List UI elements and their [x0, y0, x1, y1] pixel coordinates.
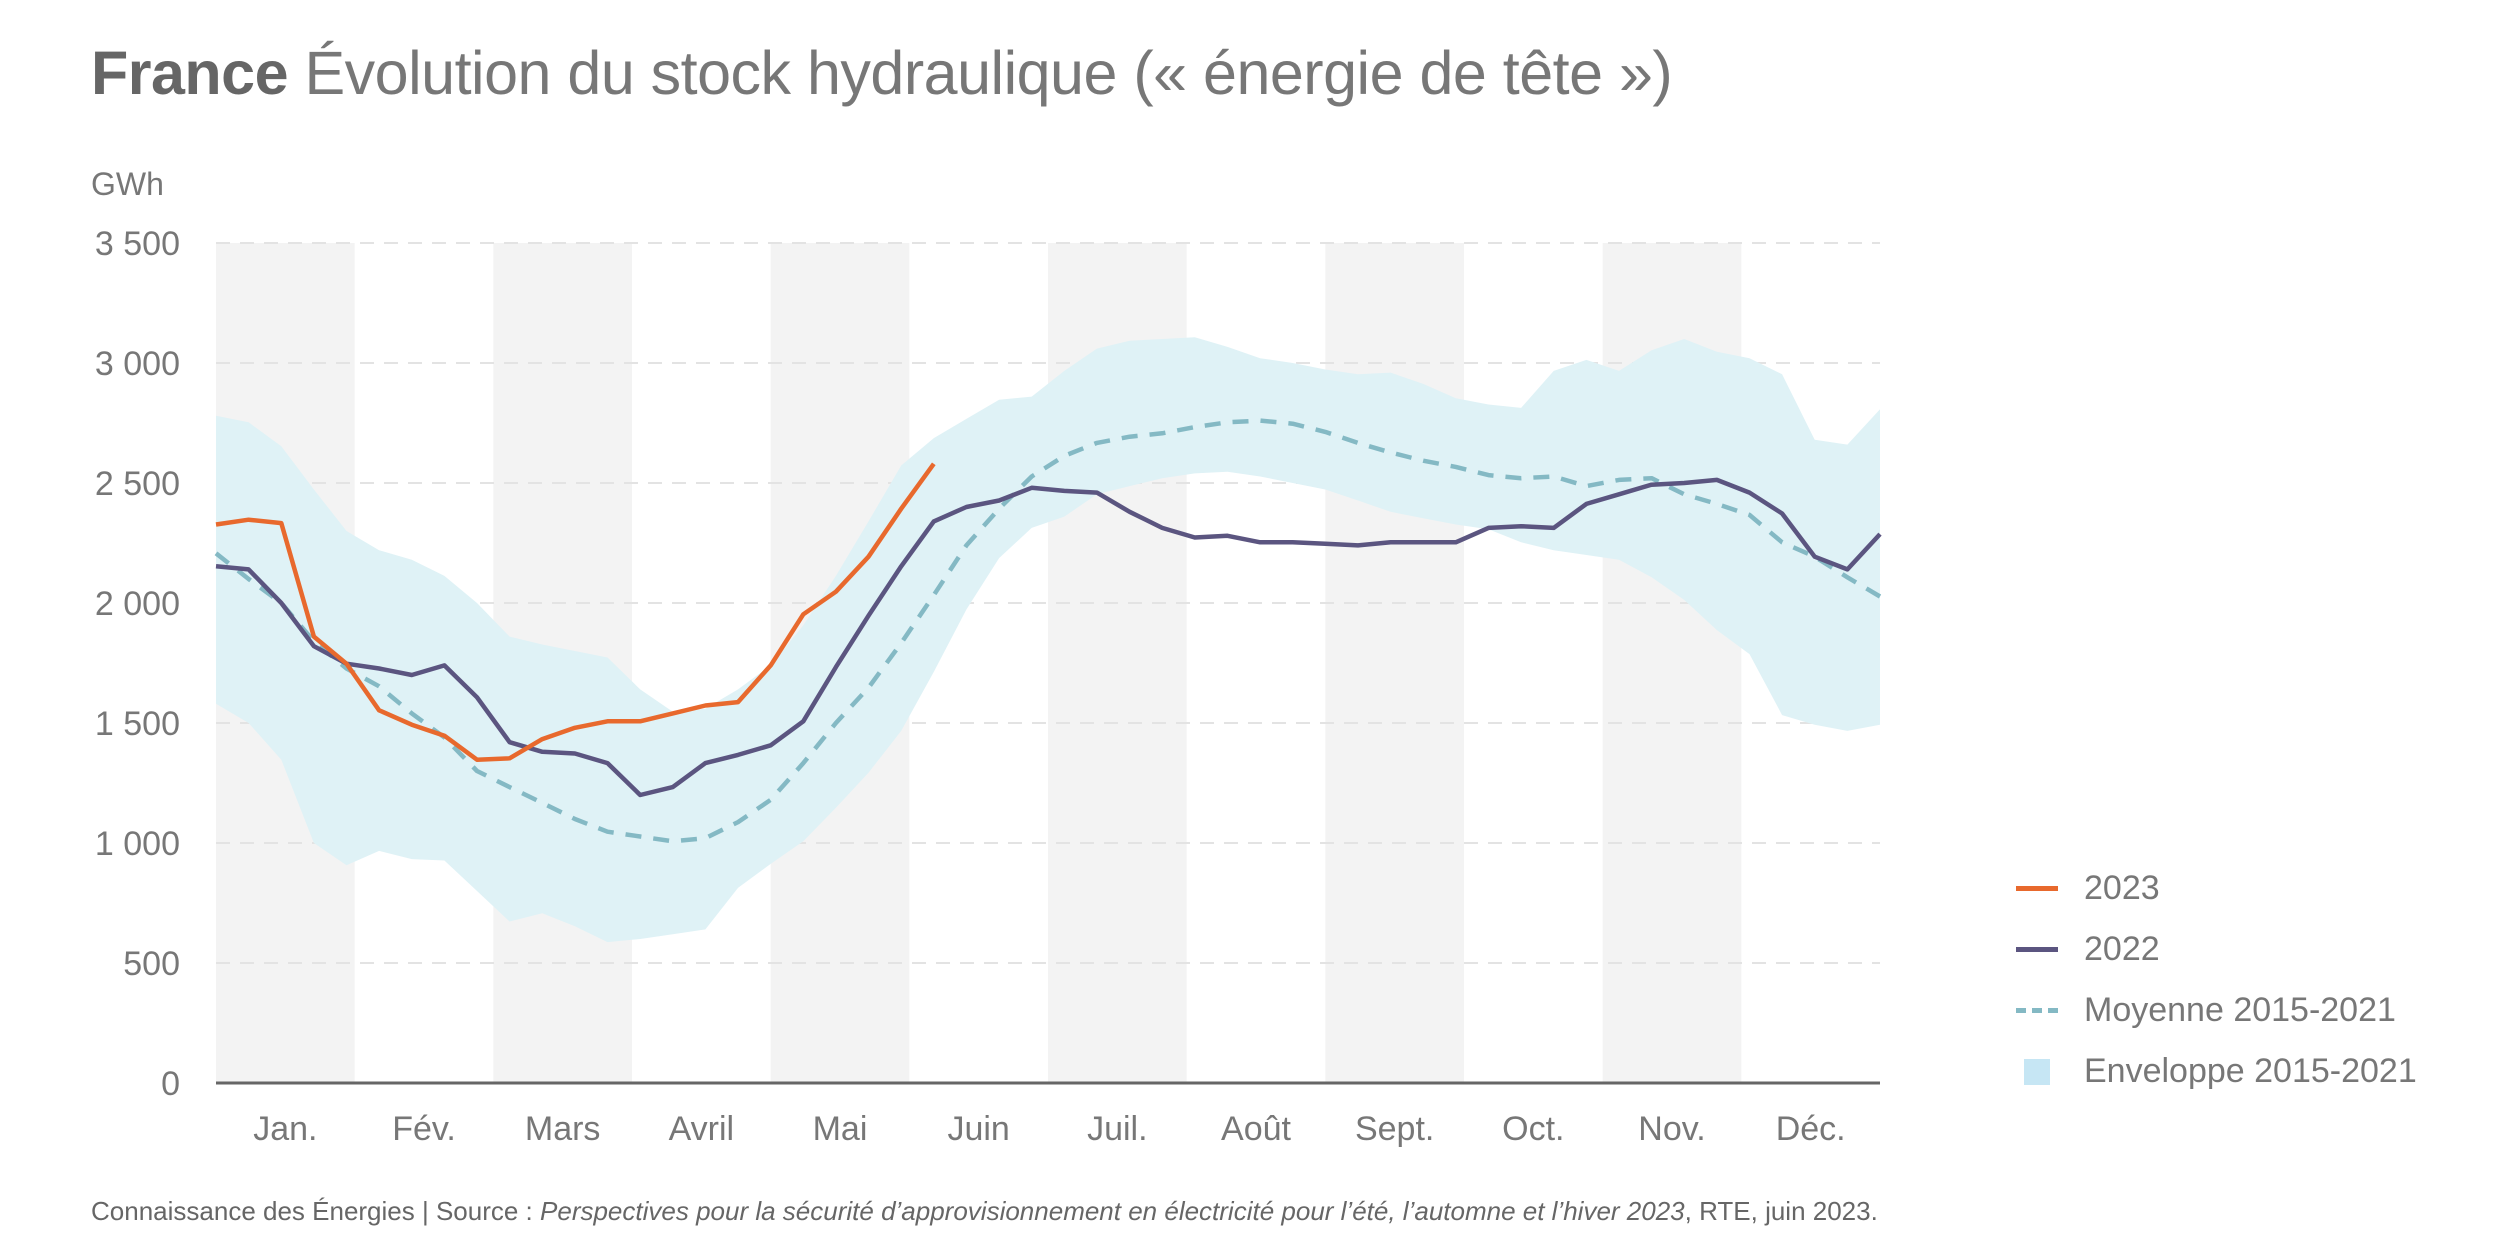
footer-prefix: Connaissance des Énergies | Source :	[91, 1196, 541, 1226]
x-tick-label: Jan.	[253, 1110, 317, 1148]
title-country: France	[91, 39, 289, 107]
legend-marker	[2024, 1058, 2050, 1085]
y-tick-labels: 0 500 1 000 1 500 2 000 2 500 3 000 3 500	[95, 225, 180, 1103]
series-lines	[214, 418, 1882, 844]
y-tick-label: 2 500	[95, 465, 180, 503]
source-footer: Connaissance des Énergies | Source : Per…	[91, 1196, 1878, 1227]
envelope-area	[216, 337, 1880, 943]
legend-swatch	[2016, 1058, 2058, 1085]
footer-report-title: Perspectives pour la sécurité d’approvis…	[540, 1196, 1685, 1226]
x-tick-label: Oct.	[1502, 1110, 1564, 1148]
x-tick-label: Fév.	[392, 1110, 456, 1148]
y-tick-label: 2 000	[95, 585, 180, 623]
series-2022	[215, 477, 1882, 798]
legend-marker	[2016, 1008, 2058, 1013]
series-2023	[215, 462, 936, 762]
legend-label: Enveloppe 2015-2021	[2084, 1052, 2417, 1090]
legend: 2023 2022 Moyenne 2015-2021 Enveloppe 2015-…	[2016, 858, 2417, 1102]
legend-item: 2022	[2016, 919, 2417, 980]
x-tick-labels: Jan. Fév. Mars Avril Mai Juin Juil. Août Sept. Oc…	[253, 1110, 1845, 1148]
y-tick-label: 3 500	[95, 225, 180, 263]
x-tick-label: Août	[1221, 1110, 1291, 1148]
legend-marker	[2016, 947, 2058, 952]
legend-swatch	[2016, 1008, 2058, 1013]
y-axis-unit: GWh	[91, 166, 164, 202]
legend-item: Moyenne 2015-2021	[2016, 980, 2417, 1041]
x-tick-label: Avril	[669, 1110, 735, 1148]
legend-label: Moyenne 2015-2021	[2084, 991, 2396, 1029]
legend-swatch	[2016, 947, 2058, 952]
legend-label: 2022	[2084, 930, 2160, 968]
y-tick-label: 1 500	[95, 705, 180, 743]
x-tick-label: Juin	[947, 1110, 1009, 1148]
legend-item: Enveloppe 2015-2021	[2016, 1041, 2417, 1102]
envelope-2015-2021	[216, 337, 1880, 943]
series-moyenne-2015-2021	[214, 418, 1882, 844]
y-tick-label: 3 000	[95, 345, 180, 383]
x-tick-label: Déc.	[1776, 1110, 1846, 1148]
y-tick-label: 500	[123, 945, 180, 983]
y-tick-label: 1 000	[95, 825, 180, 863]
y-tick-label: 0	[161, 1065, 180, 1103]
legend-item: 2023	[2016, 858, 2417, 919]
x-tick-label: Nov.	[1638, 1110, 1705, 1148]
legend-label: 2023	[2084, 869, 2160, 907]
x-tick-label: Sept.	[1355, 1110, 1434, 1148]
title-text: Évolution du stock hydraulique (« énergi…	[304, 39, 1673, 107]
month-band-8	[1325, 243, 1464, 1083]
x-tick-label: Mars	[525, 1110, 601, 1148]
legend-marker	[2016, 886, 2058, 891]
footer-suffix: , RTE, juin 2023.	[1684, 1196, 1878, 1226]
x-tick-label: Mai	[813, 1110, 868, 1148]
x-tick-label: Juil.	[1087, 1110, 1147, 1148]
chart-title: France Évolution du stock hydraulique («…	[91, 38, 1673, 108]
legend-swatch	[2016, 886, 2058, 891]
